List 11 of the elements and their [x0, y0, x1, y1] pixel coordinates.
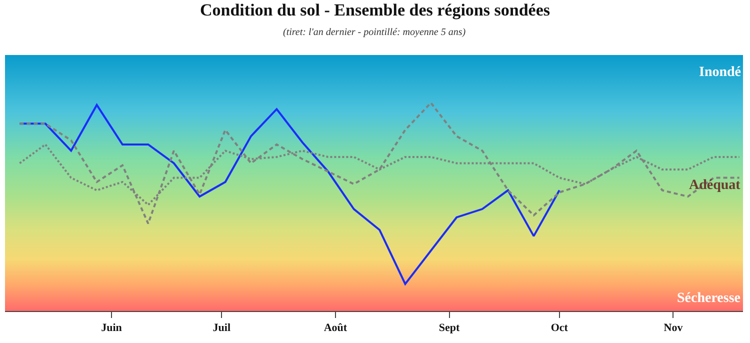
text: Inondé [699, 65, 742, 80]
annotation: Sécheresse [677, 291, 740, 306]
x-tick-label: Sept [438, 322, 460, 334]
x-tick-label: Juin [101, 322, 122, 334]
annotation: Adéquat [689, 178, 741, 193]
x-tick-label: Nov [664, 322, 684, 334]
x-tick-label: Oct [550, 322, 568, 334]
x-tick-label: Août [324, 322, 348, 334]
chart-title: Condition du sol - Ensemble des régions sondées [200, 0, 550, 20]
chart-subtitle: (tiret: l'an dernier - pointillé: moyenne 5 ans) [283, 27, 466, 38]
x-tick-label: Juil [212, 322, 230, 334]
